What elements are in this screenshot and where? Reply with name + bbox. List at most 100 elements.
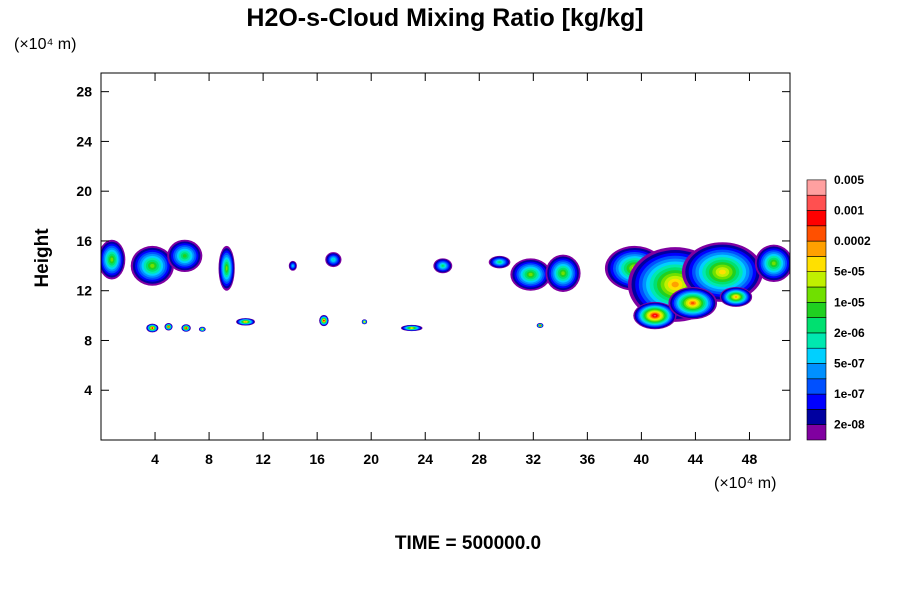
y-tick-label-6: 28 (76, 84, 92, 100)
colorbar-label-5: 5e-05 (834, 265, 865, 279)
cloud-level-14 (323, 319, 325, 322)
cloud-cluster-7 (488, 255, 511, 269)
cloud-level-14 (151, 327, 154, 329)
cloud-level-14 (185, 327, 187, 329)
cloud-level-6 (332, 258, 335, 261)
x-tick-label-10: 44 (688, 451, 704, 467)
cloud-cluster-21 (236, 318, 256, 326)
colorbar-swatch-10 (806, 271, 827, 288)
y-tick-label-4: 20 (76, 183, 92, 199)
cloud-level-8 (182, 254, 187, 258)
x-tick-label-9: 40 (634, 451, 650, 467)
cloud-level-9 (150, 263, 155, 268)
cloud-cluster-20 (198, 326, 206, 332)
x-tick-label-11: 48 (742, 451, 758, 467)
colorbar-label-7: 0.001 (834, 204, 864, 218)
cloud-level-9 (771, 261, 776, 266)
cloud-cluster-23 (361, 319, 368, 325)
cloud-cluster-9 (545, 254, 581, 292)
colorbar-swatch-5 (806, 347, 827, 364)
time-label: TIME = 500000.0 (395, 533, 541, 554)
x-tick-label-5: 24 (417, 451, 433, 467)
cloud-cluster-15 (668, 286, 718, 320)
colorbar-swatch-4 (806, 363, 827, 380)
cloud-level-11 (201, 328, 204, 331)
cloud-cluster-0 (101, 239, 126, 280)
cloud-field (101, 239, 790, 333)
colorbar-label-8: 0.005 (834, 173, 864, 187)
colorbar: 2e-08 1e-07 5e-07 2e-06 1e-05 5e-05 0.0002 0.00… (806, 173, 871, 441)
colorbar-swatch-16 (806, 179, 827, 196)
cloud-cluster-3 (218, 245, 235, 291)
y-tick-label-3: 16 (76, 233, 92, 249)
cloud-cluster-12 (681, 242, 763, 302)
colorbar-swatch-13 (806, 225, 827, 242)
cloud-level-7 (441, 264, 444, 267)
colorbar-swatch-12 (806, 240, 827, 257)
x-axis-unit: (×10⁴ m) (714, 475, 776, 492)
x-tick-label-6: 28 (471, 451, 487, 467)
cloud-level-9 (225, 266, 228, 271)
cloud-cluster-18 (164, 323, 173, 331)
cloud-level-11 (719, 269, 726, 275)
cloud-cluster-1 (130, 245, 174, 286)
colorbar-swatch-0 (806, 424, 827, 441)
colorbar-swatch-14 (806, 210, 827, 227)
cloud-level-5 (292, 265, 294, 267)
cloud-level-9 (528, 272, 533, 277)
x-tick-label-7: 32 (526, 451, 542, 467)
cloud-level-13 (167, 325, 170, 328)
cloud-cluster-19 (181, 324, 191, 332)
cloud-cluster-17 (146, 323, 159, 333)
cloud-cluster-2 (167, 239, 203, 273)
y-axis-label: Height (32, 228, 53, 288)
colorbar-label-4: 1e-05 (834, 295, 865, 309)
colorbar-label-6: 0.0002 (834, 234, 871, 248)
cloud-cluster-25 (536, 323, 544, 329)
plot-area-frame (100, 72, 791, 441)
cloud-cluster-16 (719, 286, 753, 307)
cloud-level-11 (410, 327, 413, 329)
cloud-level-7 (498, 261, 501, 263)
colorbar-swatch-11 (806, 256, 827, 272)
cloud-cluster-22 (319, 314, 329, 327)
colorbar-swatch-7 (806, 317, 827, 334)
colorbar-swatch-3 (806, 378, 827, 395)
cloud-cluster-14 (633, 301, 677, 330)
colorbar-swatch-8 (806, 301, 827, 318)
y-tick-label-5: 24 (76, 133, 92, 149)
colorbar-label-3: 2e-06 (834, 326, 865, 340)
x-tick-label-4: 20 (363, 451, 379, 467)
x-tick-label-8: 36 (580, 451, 596, 467)
colorbar-swatch-6 (806, 332, 827, 349)
colorbar-swatch-2 (806, 393, 827, 410)
cloud-cluster-24 (400, 324, 423, 332)
cloud-cluster-8 (510, 258, 551, 291)
y-tick-label-0: 4 (84, 382, 92, 398)
cloud-level-12 (734, 296, 738, 298)
colorbar-label-0: 2e-08 (834, 418, 865, 432)
cloud-level-13 (539, 324, 541, 327)
cloud-cluster-6 (433, 258, 453, 274)
x-tick-label-0: 4 (151, 451, 159, 467)
cloud-level-12 (671, 281, 679, 288)
cloud-cluster-13 (754, 244, 790, 282)
colorbar-swatch-9 (806, 286, 827, 303)
colorbar-swatch-15 (806, 194, 827, 211)
colorbar-swatch-1 (806, 409, 827, 425)
cloud-level-9 (110, 257, 114, 262)
x-tick-label-1: 8 (205, 451, 213, 467)
y-axis-unit: (×10⁴ m) (14, 36, 76, 53)
cloud-cluster-5 (325, 252, 342, 268)
cloud-level-13 (690, 301, 695, 305)
cloud-cluster-4 (288, 260, 297, 271)
cloud-level-12 (244, 321, 247, 323)
cloud-level-9 (561, 271, 565, 276)
x-tick-label-2: 12 (255, 451, 271, 467)
colorbar-label-2: 5e-07 (834, 357, 865, 371)
cloud-level-11 (363, 321, 366, 323)
y-tick-label-1: 8 (84, 332, 92, 348)
cloud-level-15 (653, 314, 657, 317)
